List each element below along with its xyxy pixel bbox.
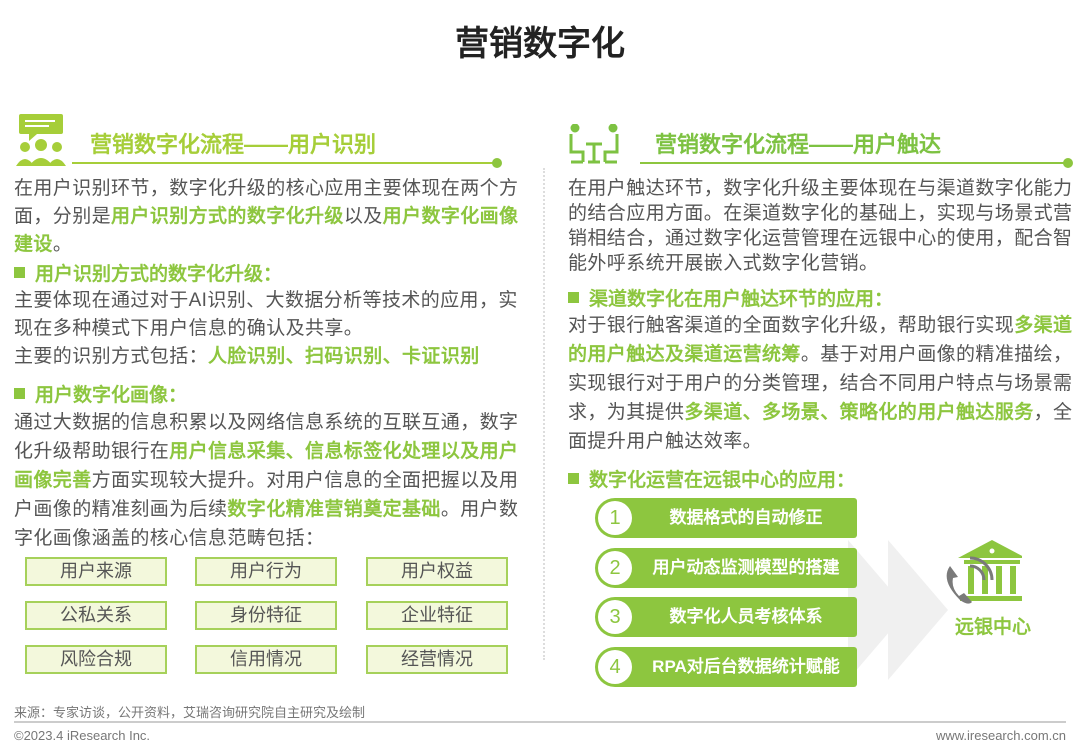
left-p1: 主要体现在通过对于AI识别、大数据分析等技术的应用，实现在多种模式下用户信息的确…	[14, 287, 526, 343]
right-bullet-2: 数字化运营在远银中心的应用：	[568, 465, 855, 492]
left-section-header: 营销数字化流程——用户识别	[90, 132, 377, 157]
left-bullet-1: 用户识别方式的数字化升级：	[14, 259, 282, 286]
step-item: 1 数据格式的自动修正	[595, 498, 857, 538]
highlight-text: 用户识别方式的数字化升级	[111, 206, 344, 227]
users-chat-icon	[16, 114, 66, 166]
info-tag: 用户行为	[195, 557, 337, 586]
step-item: 3 数字化人员考核体系	[595, 597, 857, 637]
highlight-text: 人脸识别、扫码识别、卡证识别	[208, 346, 480, 367]
step-label: 数据格式的自动修正	[669, 508, 823, 527]
body-text: 通过大数据的信息积累以及网络信息系统的互联互通，数字化升级帮助银行在	[14, 412, 519, 462]
right-section-header: 营销数字化流程——用户触达	[655, 132, 942, 157]
body-text: ，全面提升用户触达效率。	[568, 402, 1073, 452]
body-text: 方面实现较大提升。对用户信息的全面把握以及用户画像的精准刻画为后续	[14, 470, 519, 520]
left-header-line	[72, 158, 502, 168]
left-p1b: 主要的识别方式包括：人脸识别、扫码识别、卡证识别	[14, 343, 526, 371]
step-label: RPA对后台数据统计赋能	[652, 657, 840, 676]
step-number: 3	[598, 600, 632, 634]
copyright: ©2023.4 iResearch Inc.	[14, 728, 151, 743]
right-p1: 对于银行触客渠道的全面数字化升级，帮助银行实现多渠道的用户触达及渠道运营统筹。基…	[568, 311, 1074, 456]
step-item: 2 用户动态监测模型的搭建	[595, 548, 857, 588]
highlight-text: 数字化精准营销奠定基础	[227, 499, 441, 520]
body-text: 对于银行触客渠道的全面数字化升级，帮助银行实现	[568, 315, 1015, 336]
info-tag: 信用情况	[195, 645, 337, 674]
page-title: 营销数字化	[455, 25, 625, 63]
divider	[543, 168, 545, 660]
highlight-text: 用户数字化画像建设	[14, 206, 519, 255]
body-text: 。基于对用户画像的精准描绘，实现银行对于用户的分类管理，结合不同用户特点与场景需…	[568, 344, 1073, 423]
center-label: 远银中心	[955, 617, 1032, 638]
step-number: 1	[598, 501, 632, 535]
footer-divider	[14, 721, 1066, 723]
bullet-label: 用户识别方式的数字化升级：	[35, 264, 283, 285]
right-header-line	[640, 158, 1073, 168]
info-tag: 用户来源	[25, 557, 167, 586]
step-label: 数字化人员考核体系	[669, 607, 823, 626]
left-intro: 在用户识别环节，数字化升级的核心应用主要体现在两个方面，分别是用户识别方式的数字…	[14, 175, 526, 259]
website-link[interactable]: www.iresearch.com.cn	[935, 728, 1066, 743]
right-intro: 在用户触达环节，数字化升级主要体现在与渠道数字化能力的结合应用方面。在渠道数字化…	[568, 176, 1074, 276]
body-text: 在用户触达环节，数字化升级主要体现在与渠道数字化能力的结合应用方面。在渠道数字化…	[568, 178, 1073, 274]
chevron-right-icon	[888, 540, 948, 680]
right-bullet-1: 渠道数字化在用户触达环节的应用：	[568, 284, 893, 311]
body-text: 以及	[343, 206, 383, 227]
step-label: 用户动态监测模型的搭建	[652, 558, 840, 577]
info-tag: 公私关系	[25, 601, 167, 630]
body-text: 。	[52, 234, 73, 255]
info-tag: 经营情况	[366, 645, 508, 674]
bullet-label: 数字化运营在远银中心的应用：	[589, 470, 856, 491]
highlight-text: 多渠道的用户触达及渠道运营统筹	[568, 315, 1073, 365]
info-tag: 身份特征	[195, 601, 337, 630]
left-p2: 通过大数据的信息积累以及网络信息系统的互联互通，数字化升级帮助银行在用户信息采集…	[14, 408, 526, 553]
bullet-label: 渠道数字化在用户触达环节的应用：	[589, 289, 894, 310]
highlight-text: 用户信息采集、信息标签化处理以及用户画像完善	[14, 441, 519, 491]
body-text: 主要体现在通过对于AI识别、大数据分析等技术的应用，实现在多种模式下用户信息的确…	[14, 290, 518, 339]
highlight-text: 多渠道、多场景、策略化的用户触达服务	[684, 402, 1034, 423]
step-number: 4	[598, 650, 632, 684]
body-text: 主要的识别方式包括：	[14, 346, 209, 367]
bank-phone-icon	[946, 540, 1022, 604]
info-tag: 风险合规	[25, 645, 167, 674]
people-at-desk-icon	[569, 124, 619, 164]
step-item: 4 RPA对后台数据统计赋能	[595, 647, 857, 687]
body-text: 在用户识别环节，数字化升级的核心应用主要体现在两个方面，分别是	[14, 178, 519, 227]
step-number: 2	[598, 551, 632, 585]
source-note: 来源：专家访谈，公开资料，艾瑞咨询研究院自主研究及绘制	[14, 705, 366, 720]
bullet-label: 用户数字化画像：	[35, 385, 188, 406]
info-tag: 用户权益	[366, 557, 508, 586]
info-tag: 企业特征	[366, 601, 508, 630]
left-bullet-2: 用户数字化画像：	[14, 380, 187, 407]
body-text: 。用户数字化画像涵盖的核心信息范畴包括：	[14, 499, 519, 549]
